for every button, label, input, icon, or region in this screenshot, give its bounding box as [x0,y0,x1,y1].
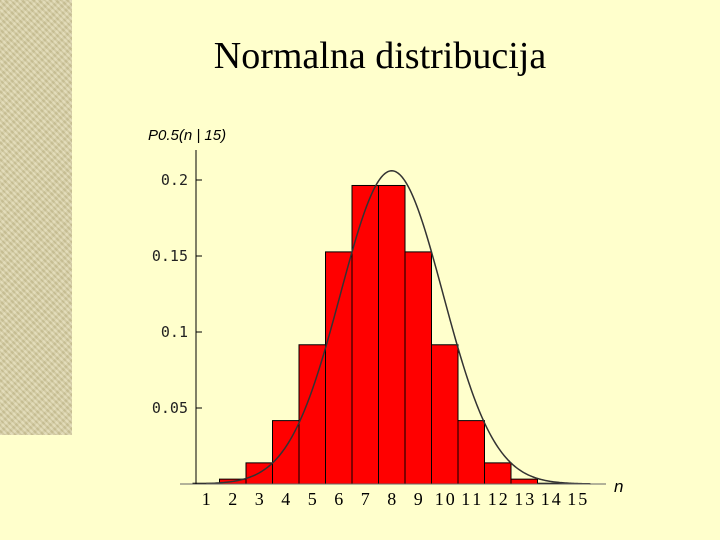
bar-11 [457,420,485,485]
x-tick-label: 8 [387,489,396,509]
x-tick-label: 5 [308,489,317,509]
y-axis-label: P0.5(n | 15) [148,127,226,144]
normal-curve [206,170,591,485]
x-tick-label: 4 [281,489,290,509]
bars-group [192,184,565,485]
slide-title: Normalna distribucija [213,35,547,77]
y-tick-label: 0.05 [152,399,188,417]
x-tick-label: 9 [414,489,423,509]
x-tick-label: 13 [514,489,534,509]
y-tick-label: 0.15 [152,247,188,265]
x-tick-label: 10 [435,489,455,509]
x-tick-label: 7 [361,489,370,509]
x-tick-label: 2 [228,489,237,509]
x-tick-label: 3 [255,489,264,509]
bar-13 [510,478,538,485]
x-tick-label: 12 [488,489,508,509]
bar-7 [351,184,379,485]
x-axis-label: n [614,477,623,496]
bar-10 [431,344,459,485]
x-tick-label: 11 [461,489,481,509]
x-tick-label: 14 [541,489,561,509]
y-tick-label: 0.2 [161,171,188,189]
x-tick-label: 1 [202,489,211,509]
bar-9 [404,251,432,485]
x-tick-label: 15 [567,489,587,509]
bar-12 [484,462,512,485]
y-tick-label: 0.1 [161,323,188,341]
bar-6 [325,251,353,485]
y-ticks-group: 0.05 0.1 0.15 0.2 [152,171,202,417]
x-tick-label: 6 [334,489,343,509]
x-ticks-group: 1 2 3 4 5 6 7 8 9 10 11 12 13 14 15 [202,489,588,509]
decorative-side-strip [0,0,72,435]
bar-8 [378,184,406,485]
